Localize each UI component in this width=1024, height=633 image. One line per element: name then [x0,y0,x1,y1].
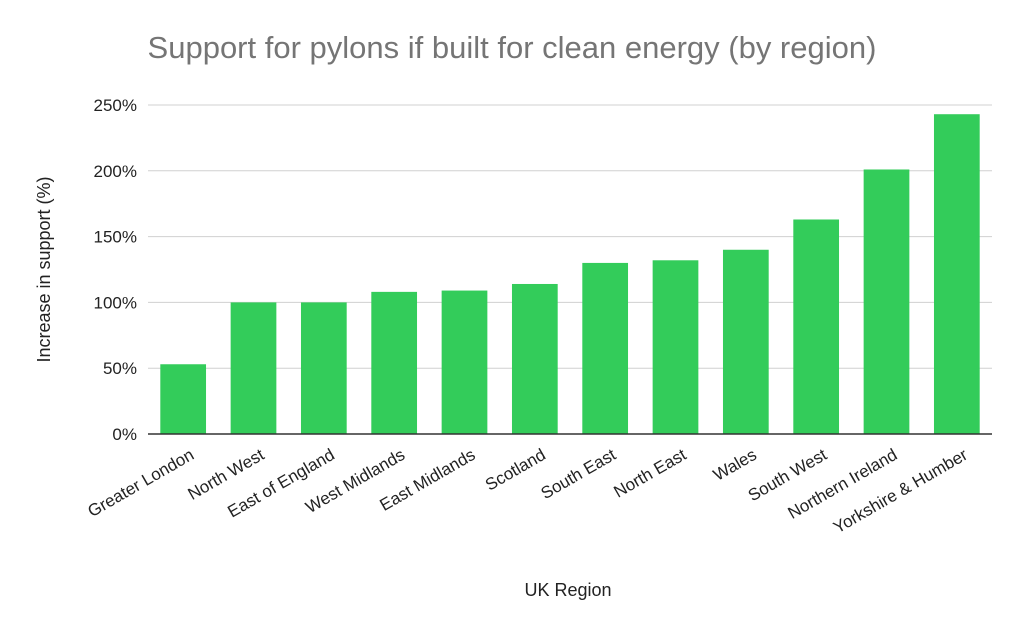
bar [863,169,910,434]
bar [793,219,840,434]
y-tick-label: 0% [112,425,137,444]
bar [722,249,769,434]
x-axis-title: UK Region [524,580,611,600]
y-tick-label: 200% [94,162,137,181]
y-tick-label: 150% [94,228,137,247]
x-tick-label: North East [610,445,689,502]
y-tick-label: 250% [94,96,137,115]
bar [652,260,699,434]
y-tick-label: 100% [94,293,137,312]
x-tick-label: Yorkshire & Humber [830,445,971,537]
bar [371,291,418,434]
x-tick-label: South East [538,445,620,503]
bar [441,290,488,434]
x-tick-label: Wales [710,445,760,485]
bars [160,114,980,434]
bar [933,114,980,434]
y-axis-ticks: 0% 50% 100% 150% 200% 250% [94,96,137,444]
bar [300,302,347,434]
bar [160,364,207,434]
gridlines [148,104,992,369]
bar [511,283,558,434]
bar [230,302,277,434]
bar [582,262,629,434]
y-tick-label: 50% [103,359,137,378]
x-tick-label: Greater London [85,445,198,521]
y-axis-title: Increase in support (%) [34,176,54,362]
chart-title: Support for pylons if built for clean en… [147,30,877,65]
